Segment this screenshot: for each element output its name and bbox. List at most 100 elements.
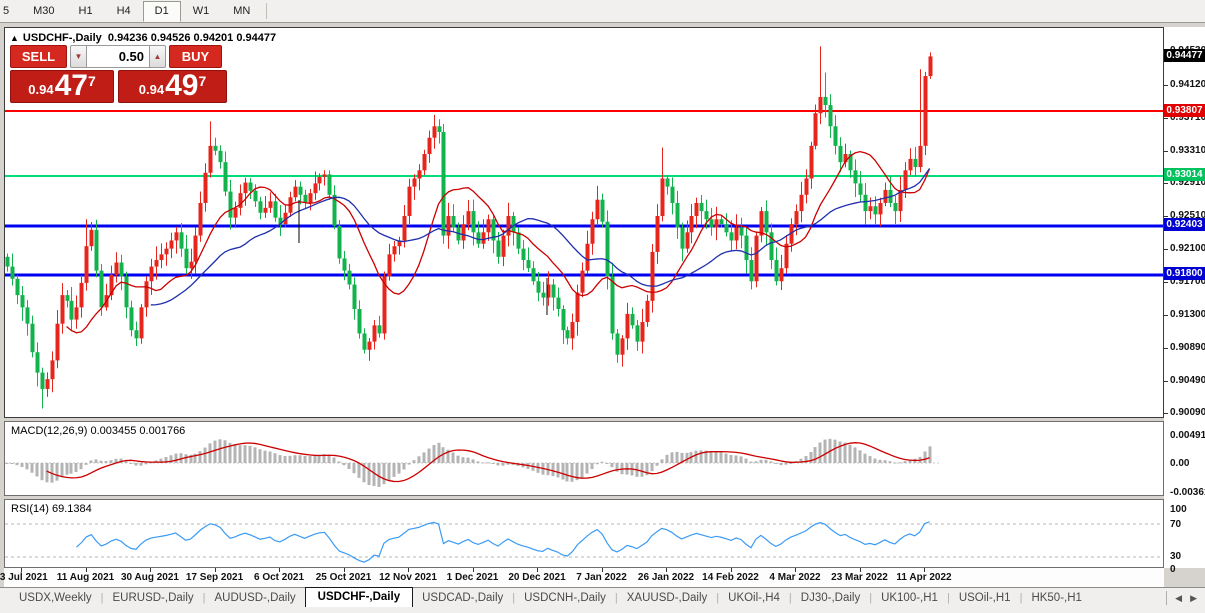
date-label: 17 Sep 2021 [185, 572, 244, 583]
date-tick-mark [924, 568, 925, 572]
symbol-tab-xauusd[interactable]: XAUUSD-,Daily [626, 592, 708, 604]
price-axis[interactable]: 0.945300.941200.937100.933100.929100.925… [1164, 27, 1205, 575]
timeframe-button-mn[interactable]: MN [233, 5, 251, 17]
price-tick-mark [1164, 380, 1168, 382]
one-click-trade-panel: SELL ▼ ▲ BUY 0.94 47 7 0.94 49 7 [10, 45, 228, 103]
price-level-badge: 0.94477 [1164, 48, 1205, 62]
date-tick-mark [795, 568, 796, 572]
buy-price-small: 0.94 [138, 82, 165, 97]
macd-label: MACD(12,26,9) 0.003455 0.001766 [11, 425, 186, 437]
buy-price-big: 49 [165, 69, 199, 102]
tab-separator: | [869, 592, 873, 604]
timeframe-button-m30[interactable]: M30 [33, 5, 55, 17]
price-tick-label: 0.93710 [1170, 111, 1205, 123]
price-level-badge: 0.92403 [1164, 218, 1205, 232]
timeframe-button-h1[interactable]: H1 [78, 5, 93, 17]
price-tick-label: 0.91700 [1170, 275, 1205, 287]
date-label: 20 Dec 2021 [508, 572, 566, 583]
tab-separator: | [202, 592, 206, 604]
volume-increase-button[interactable]: ▲ [149, 45, 166, 68]
sell-price-display[interactable]: 0.94 47 7 [10, 70, 114, 103]
symbol-tab-usoil[interactable]: USOil-,H1 [958, 592, 1011, 604]
tab-scroll-right-icon[interactable]: ▶ [1190, 592, 1197, 603]
symbol-tab-hk50[interactable]: HK50-,H1 [1031, 592, 1082, 604]
price-tick-mark [1164, 413, 1168, 415]
tab-separator: | [512, 592, 516, 604]
chart-ohlc-values: 0.94236 0.94526 0.94201 0.94477 [107, 32, 277, 44]
tab-separator: | [946, 592, 950, 604]
tab-separator: | [614, 592, 618, 604]
macd-plot[interactable] [5, 422, 1163, 495]
date-label: 30 Aug 2021 [121, 572, 179, 583]
one-click-trading-icon[interactable]: ▲ [10, 33, 19, 43]
timeframe-button-d1[interactable]: D1 [142, 0, 181, 22]
price-tick-mark [1164, 150, 1168, 152]
price-tick-mark [1164, 314, 1168, 316]
symbol-tab-usdcnh[interactable]: USDCNH-,Daily [524, 592, 606, 604]
bottom-strip [0, 608, 1205, 613]
chevron-up-icon: ▲ [153, 52, 162, 61]
date-tick-mark [214, 568, 216, 572]
tab-scroll-left-icon[interactable]: ◀ [1175, 592, 1183, 603]
date-tick-mark [666, 568, 667, 572]
macd-panel: MACD(12,26,9) 0.003455 0.001766 [4, 421, 1164, 496]
indicator-axis-label: 70 [1170, 519, 1182, 530]
price-tick-mark [1164, 249, 1168, 251]
price-tick-mark [1164, 183, 1168, 185]
price-tick-label: 0.90090 [1170, 407, 1205, 419]
buy-button[interactable]: BUY [169, 45, 222, 68]
price-tick-label: 0.91300 [1170, 308, 1205, 320]
price-level-badge: 0.93807 [1164, 103, 1205, 117]
tab-separator: | [716, 592, 720, 604]
date-label: 12 Nov 2021 [379, 572, 437, 583]
date-label: 7 Jan 2022 [576, 572, 627, 583]
price-tick-mark [1164, 347, 1168, 349]
rsi-panel: RSI(14) 69.1384 [4, 499, 1164, 568]
symbol-tab-uk100[interactable]: UK100-,H1 [881, 592, 938, 604]
price-tick-mark [1164, 215, 1168, 217]
volume-dropdown-button[interactable]: ▼ [70, 45, 87, 68]
rsi-plot[interactable] [5, 500, 1163, 567]
indicator-axis-label: 0.004913 [1170, 430, 1205, 441]
time-axis[interactable]: 23 Jul 2021 11 Aug 2021 30 Aug 2021 17 Sep … [0, 568, 1164, 587]
date-label: 14 Feb 2022 [702, 572, 759, 583]
price-tick-label: 0.94120 [1170, 78, 1205, 90]
symbol-tab-usdx[interactable]: USDX,Weekly [19, 592, 92, 604]
date-tick-mark [859, 568, 861, 572]
tab-separator: | [788, 592, 792, 604]
rsi-label: RSI(14) 69.1384 [11, 503, 92, 515]
symbol-tab-usdcad[interactable]: USDCAD-,Daily [422, 592, 504, 604]
symbol-tab-audusd[interactable]: AUDUSD-,Daily [214, 592, 296, 604]
tab-scroll-separator [1166, 591, 1168, 605]
timeframe-button-h4[interactable]: H4 [116, 5, 131, 17]
date-tick-mark [150, 568, 151, 572]
sell-button[interactable]: SELL [10, 45, 67, 68]
timeframe-button-5[interactable]: 5 [3, 5, 10, 17]
timeframe-toolbar: 5 M30 H1 H4 D1 W1 MN [0, 0, 1205, 23]
date-label: 1 Dec 2021 [446, 572, 499, 583]
symbol-tab-ukoil[interactable]: UKOil-,H4 [728, 592, 780, 604]
date-label: 25 Oct 2021 [315, 572, 372, 583]
sell-price-big: 47 [54, 69, 88, 102]
chart-symbol-label: USDCHF-,Daily [22, 32, 102, 44]
indicator-axis-label: 30 [1170, 551, 1182, 562]
symbol-tab-dj30[interactable]: DJ30-,Daily [800, 592, 861, 604]
symbol-tab-usdchf[interactable]: USDCHF-,Daily [304, 587, 414, 607]
date-tick-mark [21, 568, 22, 572]
date-label: 11 Aug 2021 [56, 572, 115, 583]
timeframe-button-w1[interactable]: W1 [192, 5, 210, 17]
symbol-tab-bar: USDX,Weekly | EURUSD-,Daily | AUDUSD-,Daily U… [0, 587, 1205, 608]
date-tick-mark [408, 568, 409, 572]
buy-price-display[interactable]: 0.94 49 7 [118, 70, 227, 103]
volume-input[interactable] [87, 45, 149, 68]
indicator-axis-label: 100 [1170, 504, 1187, 515]
date-tick-mark [537, 568, 538, 572]
indicator-axis-label: 0.00 [1170, 458, 1190, 469]
chevron-down-icon: ▼ [74, 52, 83, 61]
symbol-tab-eurusd[interactable]: EURUSD-,Daily [112, 592, 194, 604]
indicator-axis-label: 0 [1170, 564, 1176, 575]
candlestick-plot[interactable] [5, 28, 1163, 417]
toolbar-divider [266, 3, 268, 19]
date-label: 23 Jul 2021 [0, 572, 48, 583]
